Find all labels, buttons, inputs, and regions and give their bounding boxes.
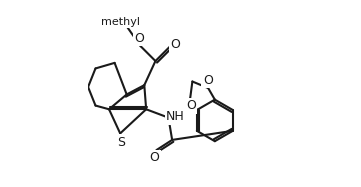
Text: S: S xyxy=(117,136,125,149)
Text: O: O xyxy=(170,38,180,51)
Text: NH: NH xyxy=(166,110,185,123)
Text: O: O xyxy=(203,74,213,87)
Text: O: O xyxy=(135,32,145,45)
Text: O: O xyxy=(186,99,196,112)
Text: O: O xyxy=(149,151,160,164)
Text: methyl: methyl xyxy=(101,17,140,27)
